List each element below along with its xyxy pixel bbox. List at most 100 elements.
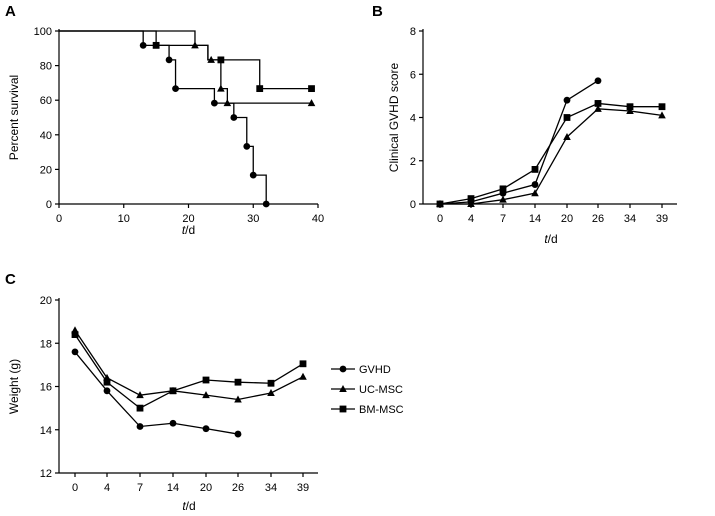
- chartB-x-tick-label: 4: [468, 213, 474, 225]
- chartA-gvhd-marker: [211, 99, 218, 107]
- chartB-y-tick-label: 6: [410, 69, 416, 81]
- chartC-bm-msc-marker: [71, 331, 79, 338]
- chartB-uc-msc-marker: [499, 195, 507, 203]
- chartA-bm-msc-marker: [308, 85, 315, 93]
- chartC-uc-msc-line: [74, 329, 304, 401]
- legend-marker-uc-msc: [339, 385, 347, 392]
- chartB-bm-msc-marker: [499, 185, 507, 193]
- chartC-x-tick-label: 7: [137, 482, 143, 494]
- chartB-y-tick-label: 0: [410, 199, 416, 211]
- chartC-uc-msc-marker: [234, 395, 242, 403]
- chartB-y-tick-label: 2: [410, 156, 416, 168]
- chartA-y-tick-label: 60: [40, 95, 52, 107]
- chartA-y-tick-label: 40: [40, 130, 52, 142]
- chartB-uc-msc-marker: [594, 104, 602, 112]
- chartC-gvhd-marker: [169, 419, 177, 427]
- chartC-x-tick-label: 26: [232, 482, 244, 494]
- chartC-y-tick-label: 20: [40, 295, 52, 307]
- chartB-bm-msc-marker: [658, 103, 666, 111]
- chartA-y-tick-label: 0: [46, 199, 52, 211]
- chartC-gvhd-marker: [71, 348, 79, 356]
- chartB-x-tick-label: 34: [624, 213, 636, 225]
- chartA-uc-msc-step-line: [59, 30, 312, 104]
- chartC-bm-msc-marker: [202, 376, 210, 384]
- chartC-x-tick-label: 14: [167, 482, 179, 494]
- chartC-x-tick-label: 20: [200, 482, 212, 494]
- chartC-gvhd-marker: [202, 425, 210, 433]
- chartC-x-tick-label: 34: [265, 482, 277, 494]
- chartB-uc-msc-marker: [531, 189, 539, 197]
- chartA-x-axis-title-unit: /d: [185, 223, 195, 237]
- chartA-gvhd-marker: [249, 171, 257, 179]
- chartB-gvhd-marker: [531, 181, 539, 188]
- chartA-gvhd-marker: [243, 142, 251, 150]
- chartB-x-axis-title-unit: /d: [548, 232, 558, 246]
- chartC-y-tick-label: 16: [40, 382, 52, 394]
- chartC-x-tick-label: 0: [72, 482, 78, 494]
- chartC-uc-msc-marker: [267, 388, 275, 396]
- chartC-bm-msc-marker: [169, 387, 177, 395]
- chartA-gvhd-marker: [172, 85, 179, 93]
- legend-marker-gvhd: [339, 365, 347, 373]
- chartC-uc-msc-marker: [136, 391, 144, 399]
- chartA-bm-msc-step-line: [59, 30, 312, 90]
- chartA-uc-msc-marker: [223, 99, 232, 107]
- chartB-bm-msc-marker: [436, 200, 444, 208]
- chartB-bm-msc-line: [439, 102, 662, 205]
- chartA-x-tick-label: 40: [312, 213, 324, 225]
- chartB-bm-msc-marker: [531, 166, 539, 173]
- chartA-x-tick-label: 0: [56, 213, 62, 225]
- chartC-bm-msc-marker: [136, 404, 144, 412]
- chartB-x-axis-title-var: t: [544, 232, 548, 246]
- chartC-bm-msc-marker: [103, 378, 111, 386]
- chartB-x-tick-label: 0: [437, 213, 443, 225]
- chartA-y-axis-title: Percent survival: [7, 75, 21, 160]
- chartA-gvhd-marker: [165, 56, 173, 64]
- chartA-bm-msc-marker: [256, 85, 264, 93]
- chartC-y-axis-title: Weight (g): [7, 359, 21, 414]
- legend-label-uc-msc: UC-MSC: [359, 384, 403, 396]
- chartB-bm-msc-marker: [626, 103, 634, 111]
- chartB-uc-msc-line: [440, 108, 663, 205]
- panel-label-A: A: [5, 3, 16, 20]
- chartB-y-axis-title: Clinical GVHD score: [387, 62, 401, 172]
- chartB-gvhd-line: [439, 80, 599, 205]
- chartC-bm-msc-marker: [267, 379, 275, 387]
- chartA-y-tick-label: 20: [40, 164, 52, 176]
- chartB-x-tick-label: 14: [529, 213, 541, 225]
- chartA-gvhd-marker: [262, 200, 270, 208]
- chartA-x-tick-label: 10: [118, 213, 130, 225]
- chartB-x-tick-label: 39: [656, 213, 668, 225]
- chartB-bm-msc-marker: [563, 114, 571, 121]
- chartC-y-tick-label: 12: [40, 468, 52, 480]
- chartB-uc-msc-marker: [658, 111, 666, 119]
- chartB-gvhd-marker: [563, 96, 571, 104]
- chartB-uc-msc-marker: [467, 200, 475, 207]
- chartA-x-axis-title-var: t: [182, 223, 186, 237]
- chartC-uc-msc-marker: [299, 372, 307, 380]
- chartC-x-axis-title-var: t: [182, 499, 186, 513]
- chartA-x-axis-title: t/d: [182, 223, 195, 237]
- chartA-bm-msc-marker: [217, 56, 225, 64]
- chartA-bm-msc-marker: [152, 41, 160, 49]
- chartC-gvhd-marker: [136, 423, 144, 430]
- legend-marker-bm-msc: [339, 405, 347, 413]
- chartB-x-tick-label: 20: [561, 213, 573, 225]
- chartC-bm-msc-marker: [299, 360, 307, 368]
- chartA-gvhd-marker: [139, 41, 147, 49]
- chartB-uc-msc-marker: [563, 132, 571, 140]
- chartB-gvhd-marker: [594, 77, 602, 85]
- chartC-y-tick-label: 18: [40, 338, 52, 350]
- chartA-y-tick-label: 80: [40, 61, 52, 73]
- chartB-x-tick-label: 7: [500, 213, 506, 225]
- chartB-bm-msc-marker: [467, 195, 475, 202]
- chartB-x-tick-label: 26: [592, 213, 604, 225]
- chartC-bm-msc-line: [74, 334, 304, 409]
- chartC-gvhd-marker: [234, 430, 242, 438]
- chartA-y-tick-label: 100: [34, 26, 52, 38]
- chartB-y-tick-label: 4: [410, 113, 416, 125]
- chartA-x-tick-label: 30: [247, 213, 259, 225]
- chartB-bm-msc-marker: [594, 100, 602, 107]
- chartC-y-tick-label: 14: [40, 425, 52, 437]
